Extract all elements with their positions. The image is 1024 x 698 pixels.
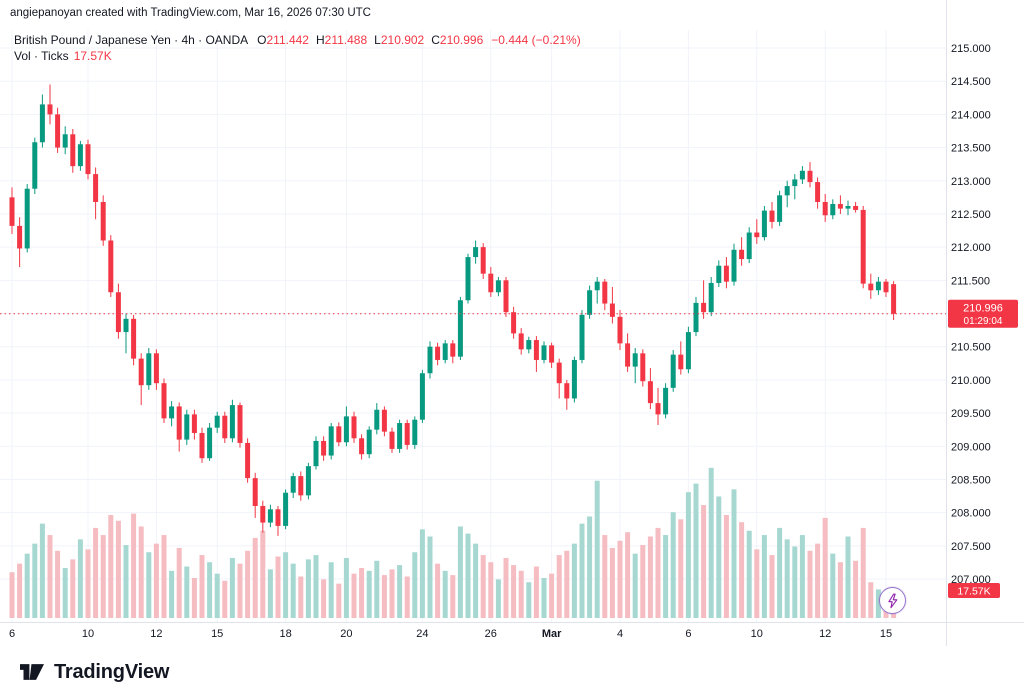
time-tick-label: 6 [685, 628, 691, 640]
footer: TradingView [0, 646, 1024, 698]
price-tick-label: 213.500 [951, 143, 991, 155]
price-tick-label: 210.500 [951, 342, 991, 354]
price-tick-label: 208.000 [951, 508, 991, 520]
tradingview-wordmark: TradingView [54, 660, 170, 683]
candlestick-series [9, 84, 897, 536]
ohlc-high-value: 211.488 [324, 33, 368, 47]
current-price-value: 210.996 [963, 302, 1003, 314]
price-chart[interactable]: 215.000 214.500 214.000 213.500 213.000 212.5… [0, 0, 1024, 646]
volume-value: 17.57K [73, 49, 112, 63]
price-tick-label: 212.000 [951, 242, 991, 254]
ohlc-close-label: C [431, 33, 440, 47]
current-volume-value: 17.57K [957, 586, 990, 598]
time-tick-label: Mar [542, 628, 562, 640]
ohlc-close-value: 210.996 [439, 33, 484, 47]
price-tick-label: 214.000 [951, 109, 991, 121]
price-tick-label: 208.500 [951, 474, 991, 486]
price-tick-label: 212.500 [951, 209, 991, 221]
lightning-bolt-icon [888, 593, 898, 608]
time-tick-label: 12 [150, 628, 162, 640]
current-volume-label: 17.57K [948, 583, 1000, 598]
price-tick-label: 214.500 [951, 76, 991, 88]
price-tick-label: 213.000 [951, 176, 991, 188]
volume-title[interactable]: Vol · Ticks [14, 49, 69, 63]
ohlc-open-value: 211.442 [266, 33, 309, 47]
price-tick-label: 207.500 [951, 541, 991, 553]
ohlc-high-label: H [315, 33, 325, 47]
time-axis[interactable]: 6 10 12 15 18 20 24 26 Mar 4 6 10 12 15 [9, 628, 892, 640]
tradingview-logo[interactable]: TradingView [18, 660, 169, 684]
time-tick-label: 15 [211, 628, 223, 640]
tradingview-logo-icon [20, 664, 44, 680]
time-tick-label: 12 [819, 628, 831, 640]
time-tick-label: 15 [880, 628, 892, 640]
volume-series [9, 467, 897, 618]
price-tick-label: 215.000 [951, 43, 991, 55]
time-tick-label: 10 [751, 628, 763, 640]
price-axis[interactable]: 215.000 214.500 214.000 213.500 213.000 212.5… [951, 43, 991, 586]
attribution-text: angiepanoyan created with TradingView.co… [10, 7, 371, 19]
price-tick-label: 211.500 [951, 275, 990, 287]
current-price-label: 210.996 01:29:04 [948, 299, 1018, 328]
time-tick-label: 20 [340, 628, 352, 640]
ohlc-low-label: L [374, 33, 381, 47]
bar-countdown: 01:29:04 [964, 316, 1003, 327]
price-tick-label: 210.000 [951, 375, 991, 387]
time-tick-label: 24 [416, 628, 428, 640]
time-tick-label: 18 [279, 628, 291, 640]
time-tick-label: 10 [82, 628, 94, 640]
symbol-legend: British Pound / Japanese Yen · 4h · OAND… [14, 33, 581, 47]
time-tick-label: 6 [9, 628, 15, 640]
change-value: −0.444 (−0.21%) [491, 33, 581, 47]
price-tick-label: 209.500 [951, 408, 991, 420]
time-tick-label: 4 [617, 628, 623, 640]
ohlc-low-value: 210.902 [380, 33, 425, 47]
boost-button[interactable] [879, 587, 906, 614]
volume-legend: Vol · Ticks 17.57K [14, 49, 112, 63]
time-tick-label: 26 [485, 628, 497, 640]
symbol-title[interactable]: British Pound / Japanese Yen · 4h · OAND… [14, 33, 249, 47]
ohlc-open-label: O [257, 33, 267, 47]
price-tick-label: 209.000 [951, 441, 991, 453]
